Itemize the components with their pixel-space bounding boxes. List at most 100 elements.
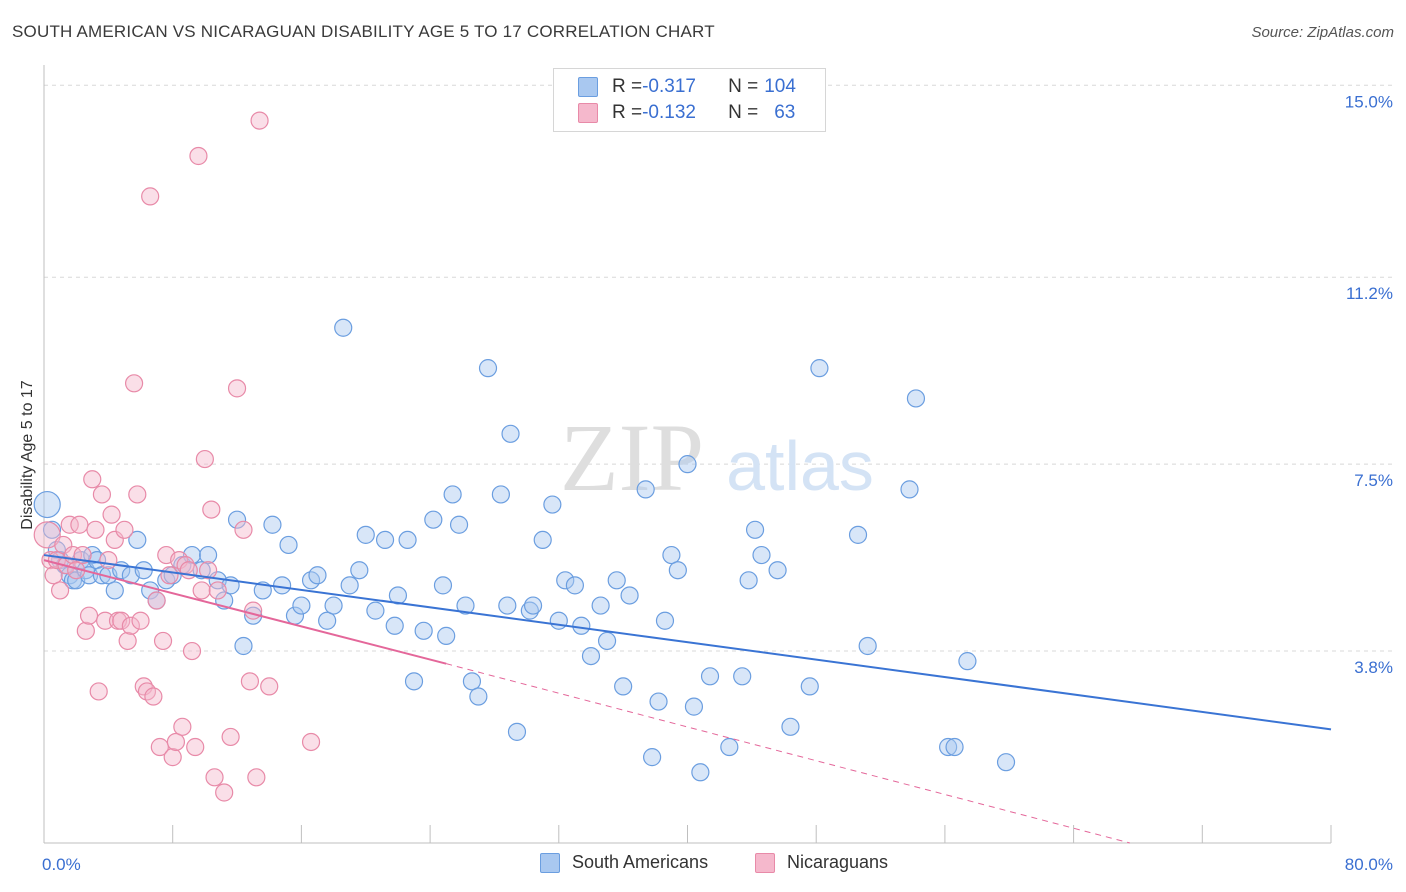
bottom-legend-nicaraguans: Nicaraguans [755, 852, 888, 873]
nicaraguan-point [147, 591, 166, 610]
south-american-trend-line [43, 554, 1332, 731]
nicaraguan-point [182, 641, 202, 661]
legend-row-south-americans: R = -0.317 N = 104 [578, 75, 796, 99]
south-american-point [549, 611, 568, 630]
watermark-atlas: atlas [726, 427, 874, 505]
watermark: ZIP atlas [560, 404, 874, 511]
south-american-point [649, 692, 668, 711]
grid-lines [44, 84, 1394, 652]
nicaraguan-point [112, 611, 131, 630]
south-american-point [375, 530, 395, 550]
south-american-point [385, 616, 404, 635]
nicaraguan-point [96, 611, 115, 630]
south-american-point [700, 667, 720, 686]
south-american-point [733, 667, 752, 686]
nicaraguan-point [163, 748, 182, 767]
south-american-point [581, 646, 601, 666]
legend-n-label: N = [728, 76, 759, 97]
trend-lines [43, 554, 1332, 844]
south-american-point [543, 495, 562, 514]
south-american-point [614, 677, 633, 696]
south-american-point [83, 545, 102, 565]
south-american-point [356, 525, 375, 544]
south-american-point [678, 455, 697, 474]
south-american-point [33, 490, 61, 519]
nicaraguan-point [240, 672, 260, 691]
south-american-point [469, 687, 488, 706]
tick-labels: 3.8% 7.5% 11.2% 15.0% 0.0% 80.0% [42, 92, 1393, 874]
x-tick-label-max: 80.0% [1345, 855, 1393, 874]
south-american-point [437, 626, 456, 645]
south-american-point [366, 601, 385, 620]
south-american-point [939, 737, 958, 757]
south-american-point [414, 621, 433, 640]
y-tick-label: 11.2% [1346, 284, 1393, 303]
nicaraguan-point [195, 449, 214, 469]
south-american-point [456, 596, 475, 615]
nicaraguan-point [260, 677, 279, 696]
source-label: Source: ZipAtlas.com [1251, 24, 1394, 41]
nicaraguan-point [89, 682, 108, 701]
nicaraguan-trend-extension [446, 663, 1131, 844]
bottom-legend-swatch-pink [755, 852, 775, 873]
legend-r-label: R = [612, 76, 643, 97]
nicaraguan-point [173, 717, 192, 736]
nicaraguan-point [192, 581, 211, 600]
south-american-point [498, 596, 517, 615]
nicaraguan-point [208, 581, 227, 600]
nicaraguan-point [160, 566, 179, 585]
south-american-point [906, 389, 926, 408]
nicaraguan-point [166, 732, 186, 752]
nicaraguan-trend-line [43, 559, 447, 665]
south-american-point [491, 485, 510, 504]
legend-row-nicaraguans: R = -0.132 N = 63 [578, 101, 795, 125]
south-american-point [900, 480, 919, 499]
legend-swatch-pink [578, 103, 598, 123]
nicaraguan-point [76, 621, 95, 640]
nicaraguan-point [131, 611, 150, 630]
nicaraguan-point [301, 732, 321, 752]
legend-n-value: 104 [764, 76, 796, 97]
nicaraguan-point [150, 737, 169, 757]
chart-title: SOUTH AMERICAN VS NICARAGUAN DISABILITY … [12, 22, 715, 41]
nicaraguan-point [44, 566, 63, 585]
nicaraguan-point [70, 515, 89, 534]
south-american-point [533, 530, 552, 550]
south-american-point [848, 525, 868, 544]
nicaraguan-point [50, 581, 70, 600]
south-american-point [192, 561, 211, 580]
south-american-point [745, 520, 765, 539]
south-american-point [739, 571, 758, 590]
south-american-point [945, 737, 964, 757]
south-american-point [105, 581, 124, 600]
south-american-point [449, 515, 469, 534]
legend-n-label: N = [728, 102, 759, 123]
axes [43, 65, 1332, 844]
nicaraguan-point [102, 505, 121, 524]
legend-swatch-blue [578, 77, 598, 97]
south-american-point [263, 515, 282, 534]
bottom-legend-label: Nicaraguans [787, 852, 889, 872]
nicaraguan-point [79, 606, 99, 625]
nicaraguan-point [121, 616, 140, 635]
south-american-point [501, 424, 520, 443]
south-american-point [958, 652, 977, 671]
south-american-point [607, 571, 626, 590]
nicaraguan-point [234, 520, 253, 539]
correlation-legend: R = -0.317 N = 104 R = -0.132 N = 63 [553, 68, 826, 132]
south-american-point [520, 601, 539, 620]
y-tick-label: 15.0% [1345, 92, 1393, 111]
south-american-point [572, 616, 591, 635]
south-american-point [684, 697, 704, 716]
nicaraguan-point [99, 551, 118, 570]
south-american-point [620, 586, 639, 605]
south-american-point [404, 672, 424, 691]
south-american-point [800, 677, 819, 696]
nicaraguan-point [33, 521, 61, 549]
x-tick-label-min: 0.0% [42, 855, 81, 874]
south-american-point [523, 596, 543, 615]
bottom-legend-label: South Americans [572, 852, 709, 872]
south-american-point [340, 576, 359, 595]
south-american-point [507, 722, 527, 741]
